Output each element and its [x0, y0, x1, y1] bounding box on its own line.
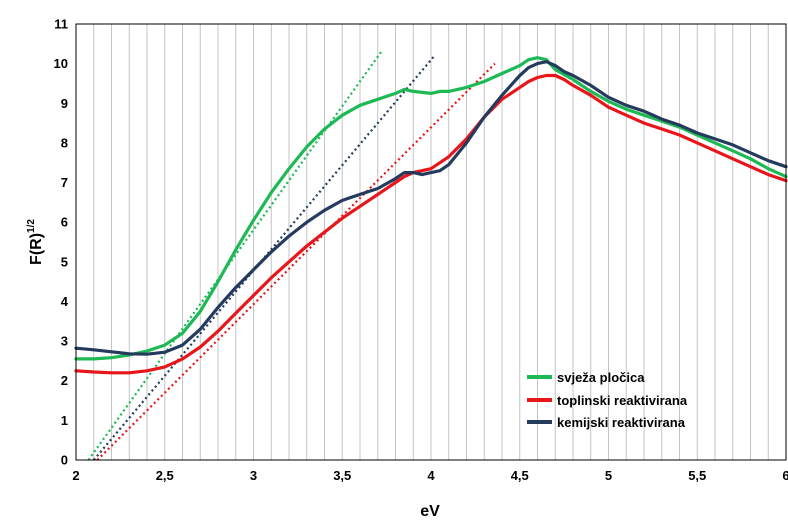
minor-gridlines — [93, 24, 769, 460]
y-tick-label: 9 — [61, 96, 68, 111]
x-tick-label: 2 — [72, 468, 79, 483]
y-tick-label: 7 — [61, 175, 68, 190]
x-axis-title: eV — [420, 503, 440, 520]
series-line-toplinski-reaktivirana — [74, 73, 788, 375]
series-line-kemijski-reaktivirana — [74, 60, 788, 356]
x-tick-labels: 2 2,5 3 3,5 4 4,5 5 5,5 6 — [72, 468, 788, 483]
trendline-svjeza-plocica — [87, 51, 383, 461]
plot-border — [75, 23, 787, 461]
legend: svježa pločica toplinski reaktivirana ke… — [527, 370, 688, 430]
x-tick-label: 5 — [605, 468, 612, 483]
trendlines — [87, 51, 496, 461]
x-tick-label: 3,5 — [333, 468, 351, 483]
y-tick-label: 2 — [61, 373, 68, 388]
legend-label-svjeza-plocica: svježa pločica — [557, 370, 645, 385]
y-axis-title-base: F(R) — [28, 233, 45, 265]
y-tick-labels: 0 1 2 3 4 5 6 7 8 9 10 11 — [54, 17, 69, 468]
y-axis-title-superscript: 1/2 — [26, 219, 37, 233]
y-tick-label: 10 — [54, 56, 68, 71]
y-tick-label: 8 — [61, 135, 68, 150]
x-tick-label: 4,5 — [511, 468, 529, 483]
x-tick-label: 4 — [427, 468, 435, 483]
series-lines — [74, 56, 788, 375]
x-tick-label: 6 — [782, 468, 788, 483]
x-tick-label: 5,5 — [688, 468, 706, 483]
y-tick-label: 3 — [61, 334, 68, 349]
y-tick-label: 6 — [61, 215, 68, 230]
trendline-toplinski-reaktivirana — [96, 62, 496, 461]
y-tick-label: 1 — [61, 413, 68, 428]
legend-label-toplinski-reaktivirana: toplinski reaktivirana — [557, 393, 688, 408]
y-axis-title: F(R)1/2 — [26, 219, 45, 265]
y-tick-label: 11 — [54, 17, 68, 32]
legend-label-kemijski-reaktivirana: kemijski reaktivirana — [557, 415, 686, 430]
y-tick-label: 5 — [61, 254, 68, 269]
trendline-kemijski-reaktivirana — [92, 55, 436, 461]
x-tick-label: 2,5 — [156, 468, 174, 483]
y-tick-label: 0 — [61, 453, 68, 468]
y-tick-label: 4 — [61, 294, 69, 309]
series-line-svjeza-plocica — [74, 56, 788, 361]
x-tick-label: 3 — [250, 468, 257, 483]
